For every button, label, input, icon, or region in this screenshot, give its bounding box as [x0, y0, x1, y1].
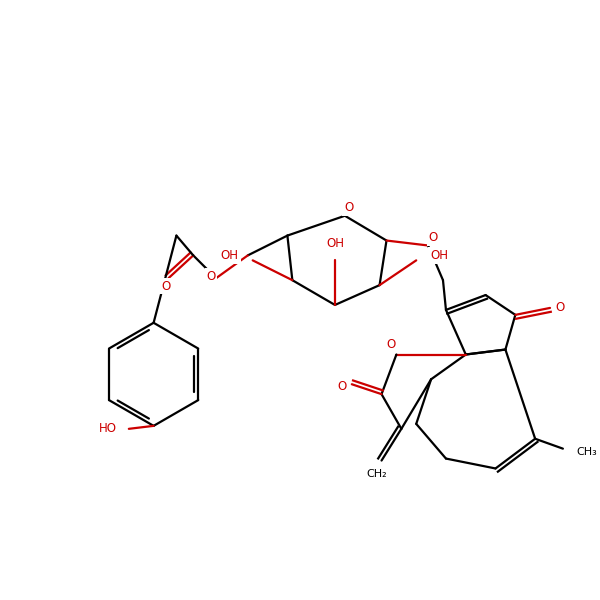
Text: O: O	[162, 280, 171, 293]
Text: O: O	[344, 202, 353, 214]
Text: OH: OH	[430, 249, 448, 262]
Text: O: O	[337, 380, 347, 393]
Text: O: O	[428, 231, 437, 244]
Text: OH: OH	[430, 249, 448, 262]
Text: OH: OH	[326, 238, 344, 250]
Text: O: O	[206, 270, 216, 283]
Text: O: O	[387, 338, 396, 351]
Text: O: O	[555, 301, 565, 314]
Text: O: O	[162, 280, 171, 293]
Text: O: O	[387, 338, 396, 351]
Text: CH₃: CH₃	[577, 446, 598, 457]
Text: OH: OH	[221, 249, 239, 262]
Text: O: O	[555, 301, 565, 314]
Text: OH: OH	[221, 249, 239, 262]
Text: HO: HO	[99, 422, 117, 436]
Text: OH: OH	[326, 238, 344, 250]
Text: HO: HO	[99, 422, 117, 436]
Text: CH₃: CH₃	[577, 446, 598, 457]
Text: O: O	[337, 380, 347, 393]
Text: CH₂: CH₂	[366, 469, 387, 479]
Text: O: O	[428, 231, 437, 244]
Text: CH₂: CH₂	[366, 469, 387, 479]
Text: O: O	[206, 270, 216, 283]
Text: O: O	[344, 202, 353, 214]
